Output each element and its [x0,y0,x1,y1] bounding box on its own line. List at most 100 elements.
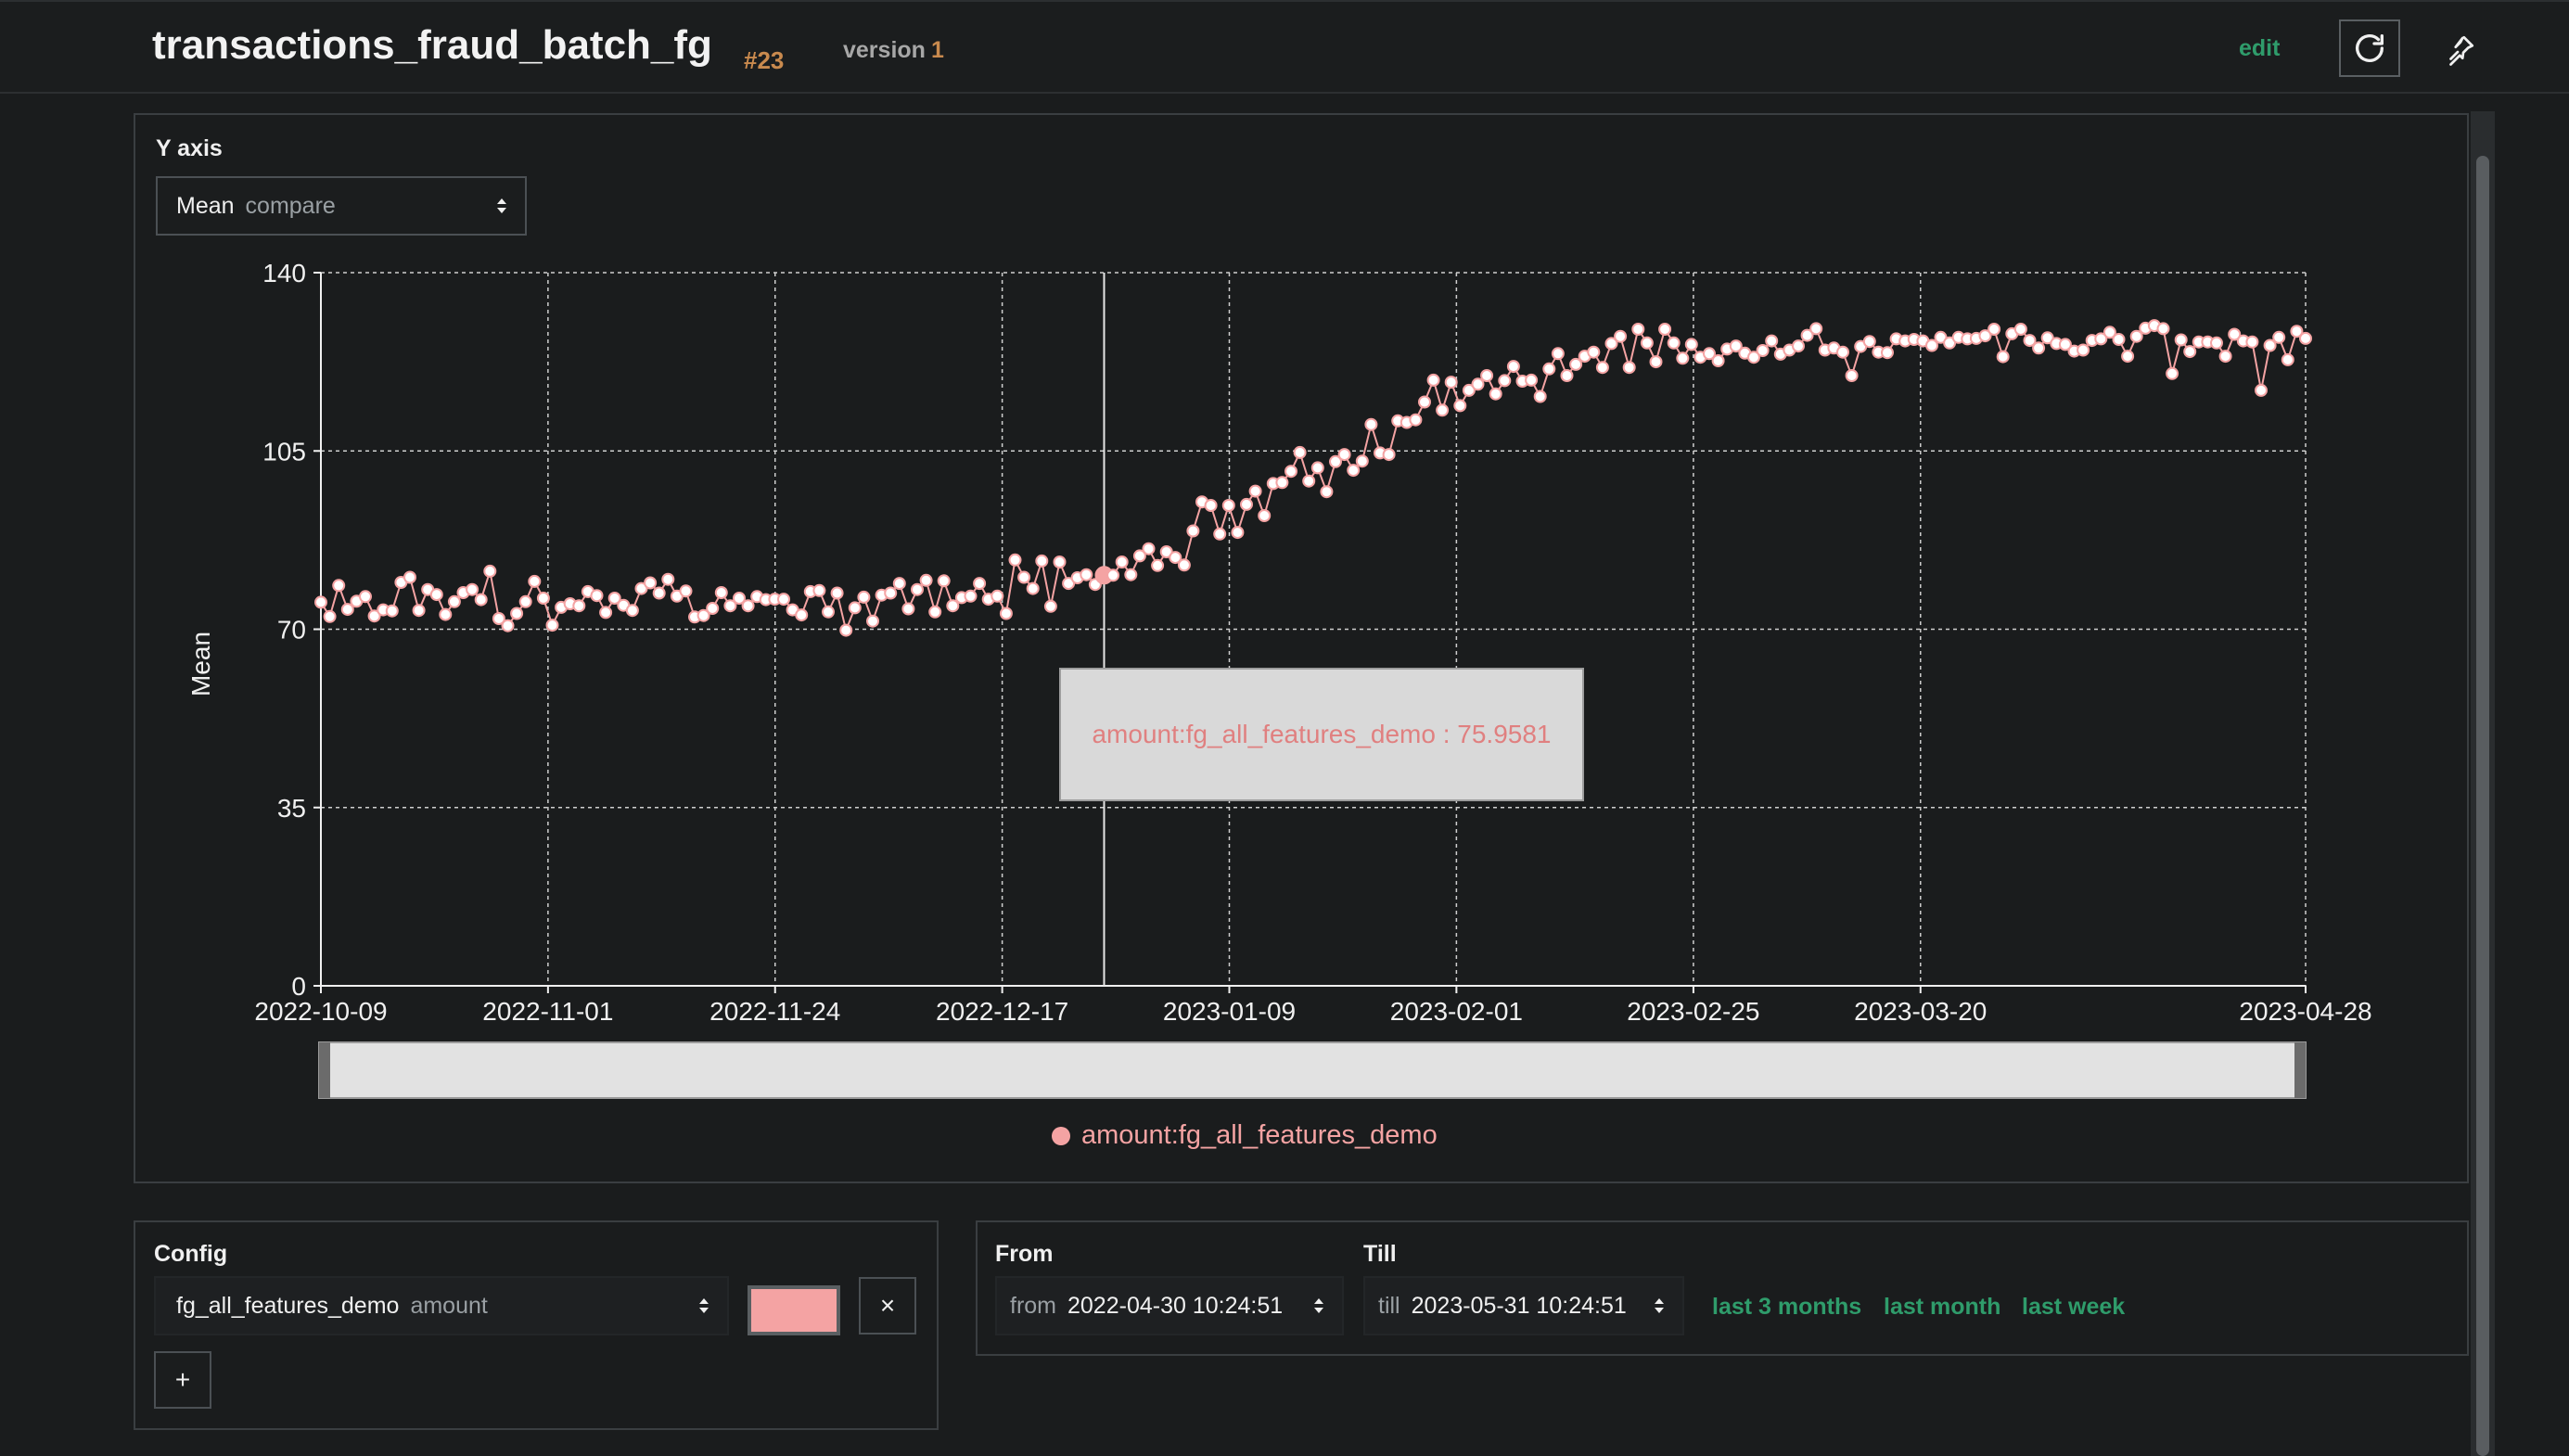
data-point[interactable] [919,573,933,587]
range-slider-track[interactable] [318,1041,2307,1099]
data-point[interactable] [1800,328,1814,342]
data-point[interactable] [999,607,1013,620]
data-point[interactable] [1809,322,1823,336]
data-point[interactable] [1836,345,1849,359]
data-point[interactable] [1248,484,1262,498]
data-point[interactable] [1925,338,1938,352]
data-point[interactable] [1489,387,1502,401]
data-point[interactable] [1026,581,1040,595]
data-point[interactable] [1978,329,1992,343]
data-point[interactable] [572,599,586,613]
data-point[interactable] [1426,373,1440,387]
data-point[interactable] [1382,448,1396,462]
data-point[interactable] [1017,570,1031,584]
data-point[interactable] [866,614,879,628]
data-point[interactable] [1124,568,1138,581]
data-point[interactable] [607,592,621,605]
data-point[interactable] [991,589,1004,603]
data-point[interactable] [1310,461,1324,475]
data-point[interactable] [332,579,346,593]
data-point[interactable] [964,589,978,603]
data-point[interactable] [973,577,987,591]
data-point[interactable] [777,593,790,607]
data-point[interactable] [644,576,658,590]
data-point[interactable] [590,589,604,603]
data-point[interactable] [2290,325,2304,338]
data-point[interactable] [1053,556,1067,568]
data-point[interactable] [2183,345,2197,359]
data-point[interactable] [1436,403,1450,417]
data-point[interactable] [1355,454,1369,468]
data-point[interactable] [2174,333,2188,347]
data-point[interactable] [466,582,479,596]
chart-series-amount[interactable] [314,273,2312,986]
data-point[interactable] [340,603,354,617]
last-3-months-link[interactable]: last 3 months [1712,1294,1862,1320]
data-point[interactable] [1756,344,1770,357]
data-point[interactable] [314,595,327,609]
data-point[interactable] [2032,341,2046,355]
data-point[interactable] [733,592,746,605]
data-point[interactable] [1667,336,1681,350]
data-point[interactable] [1765,334,1779,348]
data-point[interactable] [2299,331,2312,345]
data-point[interactable] [2112,333,2126,346]
data-point[interactable] [1480,369,1494,382]
data-point[interactable] [2228,327,2242,341]
data-point[interactable] [1302,474,1316,488]
data-point[interactable] [1409,413,1423,427]
data-point[interactable] [367,609,381,623]
data-point[interactable] [1169,551,1182,565]
data-point[interactable] [2245,335,2259,349]
data-point[interactable] [2040,331,2054,345]
data-point[interactable] [385,604,399,618]
data-point[interactable] [1444,376,1458,390]
data-point[interactable] [795,608,809,622]
data-point[interactable] [1213,527,1227,541]
data-point[interactable] [483,564,497,578]
data-point[interactable] [2077,343,2090,357]
data-point[interactable] [1676,351,1690,365]
data-point[interactable] [323,609,337,623]
data-point[interactable] [1747,351,1760,364]
data-point[interactable] [937,574,951,588]
data-point[interactable] [1008,553,1022,567]
data-point[interactable] [1275,476,1289,490]
data-point[interactable] [1845,369,1859,382]
refresh-button[interactable] [2339,19,2400,77]
data-point[interactable] [1151,558,1165,572]
data-point[interactable] [1159,545,1173,558]
data-point[interactable] [2218,350,2232,364]
data-point[interactable] [429,588,443,602]
data-point[interactable] [518,594,532,608]
data-point[interactable] [679,584,693,598]
y-axis-statistic-select[interactable]: Mean compare [156,176,527,236]
data-point[interactable] [1614,329,1628,343]
series-color-swatch[interactable] [748,1285,840,1335]
data-point[interactable] [892,577,906,591]
last-month-link[interactable]: last month [1884,1294,2001,1320]
data-point[interactable] [928,605,942,619]
data-point[interactable] [652,586,666,600]
data-point[interactable] [1703,347,1716,361]
data-point[interactable] [359,590,372,604]
data-point[interactable] [812,583,826,597]
data-point[interactable] [2102,326,2116,339]
data-point[interactable] [839,623,853,637]
data-point[interactable] [1418,395,1431,409]
last-week-link[interactable]: last week [2022,1294,2126,1320]
data-point[interactable] [1115,556,1129,568]
data-point[interactable] [1525,373,1539,387]
data-point[interactable] [1631,323,1645,336]
data-point[interactable] [911,582,924,596]
data-point[interactable] [1240,497,1253,511]
data-point[interactable] [536,592,550,605]
range-slider-right-handle[interactable] [2294,1042,2306,1098]
data-point[interactable] [474,593,488,607]
data-point[interactable] [2281,352,2294,366]
remove-config-button[interactable]: × [859,1277,916,1335]
data-point[interactable] [510,607,524,620]
data-point[interactable] [1106,568,1120,582]
data-point[interactable] [1622,361,1636,375]
